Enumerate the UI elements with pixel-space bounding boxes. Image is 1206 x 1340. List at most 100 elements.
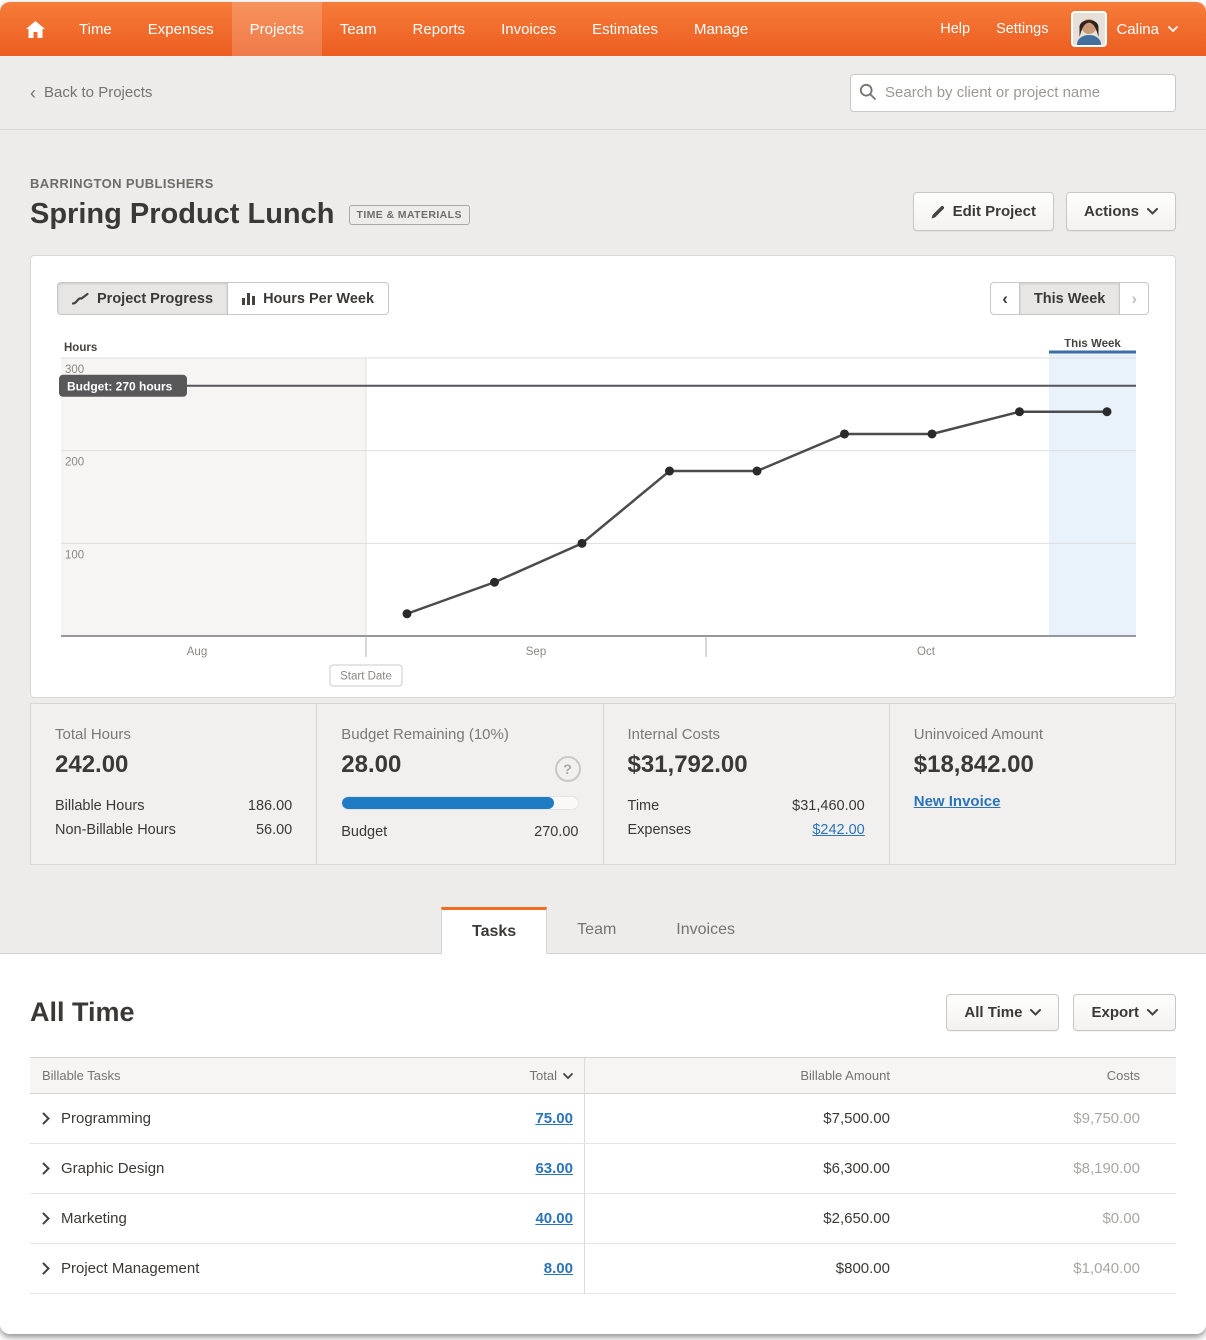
- stats-row: Total Hours 242.00 Billable Hours 186.00…: [30, 703, 1176, 865]
- home-icon: [26, 20, 45, 38]
- nav-item-help[interactable]: Help: [940, 21, 971, 37]
- task-total-link[interactable]: 63.00: [535, 1160, 573, 1177]
- table-row: Programming 75.00 $7,500.00 $9,750.00: [30, 1094, 1176, 1144]
- nav-item-team[interactable]: Team: [339, 20, 377, 38]
- new-invoice-link[interactable]: New Invoice: [913, 793, 1001, 810]
- task-billable-amount: $800.00: [835, 1260, 890, 1277]
- chevron-down-icon: [1168, 26, 1178, 32]
- header-billable-amount: Billable Amount: [800, 1068, 890, 1083]
- period-navigation: ‹ This Week ›: [990, 282, 1149, 315]
- next-week-button[interactable]: ›: [1120, 282, 1149, 315]
- expenses-cost-link[interactable]: $242.00: [812, 822, 865, 838]
- time-cost-value: $31,460.00: [792, 798, 865, 814]
- nav-item-reports[interactable]: Reports: [412, 20, 466, 38]
- nav-item-estimates[interactable]: Estimates: [592, 20, 658, 38]
- tab-invoices[interactable]: Invoices: [676, 920, 735, 938]
- client-name: BARRINGTON PUBLISHERS: [30, 176, 214, 191]
- total-hours-value: 242.00: [55, 751, 129, 778]
- hours-per-week-toggle[interactable]: Hours Per Week: [228, 282, 390, 315]
- expand-row-icon[interactable]: [42, 1262, 50, 1275]
- svg-text:Budget: 270 hours: Budget: 270 hours: [67, 379, 173, 393]
- export-button[interactable]: Export: [1073, 994, 1176, 1031]
- header-total[interactable]: Total: [463, 1068, 573, 1083]
- home-button[interactable]: [0, 2, 61, 56]
- user-menu[interactable]: Calina: [1061, 2, 1206, 56]
- table-row: Project Management 8.00 $800.00 $1,040.0…: [30, 1244, 1176, 1294]
- table-row: Graphic Design 63.00 $6,300.00 $8,190.00: [30, 1144, 1176, 1194]
- search-icon: [859, 83, 876, 100]
- sort-chevron-icon: [563, 1072, 573, 1079]
- project-overview-section: BARRINGTON PUBLISHERS Spring Product Lun…: [0, 130, 1206, 954]
- back-link-label: Back to Projects: [44, 84, 153, 101]
- task-billable-amount: $7,500.00: [823, 1110, 890, 1127]
- column-divider: [573, 1194, 585, 1243]
- task-billable-amount: $2,650.00: [823, 1210, 890, 1227]
- budget-label: Budget: [341, 824, 388, 840]
- pencil-icon: [931, 205, 944, 218]
- svg-text:Sep: Sep: [526, 646, 546, 658]
- nav-item-settings[interactable]: Settings: [996, 21, 1049, 37]
- task-costs: $8,190.00: [1073, 1160, 1140, 1177]
- section-title: All Time: [30, 997, 135, 1027]
- expand-row-icon[interactable]: [42, 1112, 50, 1125]
- bar-chart-icon: [242, 292, 256, 305]
- time-filter-button[interactable]: All Time: [946, 994, 1060, 1031]
- internal-costs-label: Internal Costs: [627, 726, 721, 743]
- chart-toolbar: Project Progress Hours Per Week ‹ This W…: [31, 282, 1175, 315]
- nav-item-manage[interactable]: Manage: [693, 20, 749, 38]
- expand-row-icon[interactable]: [42, 1162, 50, 1175]
- task-total-link[interactable]: 40.00: [535, 1210, 573, 1227]
- time-cost-label: Time: [627, 798, 660, 814]
- expand-row-icon[interactable]: [42, 1212, 50, 1225]
- tab-team[interactable]: Team: [577, 920, 617, 938]
- uninvoiced-label: Uninvoiced Amount: [913, 726, 1043, 743]
- table-row: Marketing 40.00 $2,650.00 $0.00: [30, 1194, 1176, 1244]
- svg-text:Start Date: Start Date: [340, 671, 392, 683]
- svg-text:200: 200: [65, 457, 84, 469]
- uninvoiced-amount-card: Uninvoiced Amount $18,842.00 New Invoice: [888, 704, 1175, 864]
- nav-item-expenses[interactable]: Expenses: [147, 20, 214, 38]
- detail-tabs: Tasks Team Invoices: [0, 906, 1206, 954]
- nav-item-invoices[interactable]: Invoices: [501, 20, 557, 38]
- actions-button[interactable]: Actions: [1065, 192, 1176, 231]
- project-type-badge: TIME & MATERIALS: [348, 204, 470, 225]
- avatar: [1071, 11, 1108, 47]
- task-total-link[interactable]: 75.00: [535, 1110, 573, 1127]
- back-to-projects-link[interactable]: ‹ Back to Projects: [30, 84, 152, 102]
- previous-week-button[interactable]: ‹: [990, 282, 1020, 315]
- svg-text:Aug: Aug: [187, 646, 207, 658]
- task-name: Graphic Design: [61, 1160, 165, 1177]
- chart-area: This Week 300 200 100 Hours Budget: 270 hours…: [37, 339, 1169, 691]
- project-header: BARRINGTON PUBLISHERS Spring Product Lun…: [0, 130, 1206, 231]
- svg-text:Hours: Hours: [64, 342, 97, 354]
- svg-text:100: 100: [65, 549, 84, 561]
- period-label-button[interactable]: This Week: [1019, 282, 1121, 315]
- budget-remaining-card: Budget Remaining (10%) 28.00 ? Budget 27…: [316, 704, 602, 864]
- nav-item-projects[interactable]: Projects: [231, 2, 322, 56]
- nav-spacer: [766, 2, 927, 56]
- task-costs: $0.00: [1102, 1210, 1140, 1227]
- project-progress-toggle[interactable]: Project Progress: [57, 282, 229, 315]
- budget-remaining-label: Budget Remaining (10%): [341, 726, 509, 743]
- svg-text:300: 300: [65, 364, 84, 376]
- tab-tasks[interactable]: Tasks: [440, 907, 548, 954]
- help-icon[interactable]: ?: [554, 756, 581, 782]
- column-divider: [573, 1094, 585, 1143]
- billable-hours-value: 186.00: [247, 798, 293, 814]
- task-total-link[interactable]: 8.00: [543, 1260, 573, 1277]
- expenses-cost-label: Expenses: [627, 822, 692, 838]
- project-progress-chart: This Week 300 200 100 Hours Budget: 270 hours…: [59, 339, 1136, 687]
- header-billable-tasks: Billable Tasks: [42, 1068, 121, 1083]
- nav-item-time[interactable]: Time: [79, 20, 112, 38]
- billable-tasks-table: Billable Tasks Total Billable Amount Cos…: [30, 1057, 1176, 1294]
- tasks-section: All Time All Time Export Billable: [0, 954, 1206, 1334]
- chevron-down-icon: [1030, 1009, 1042, 1016]
- top-navigation: Time Expenses Projects Team Reports Invo…: [0, 2, 1206, 56]
- search-input[interactable]: [850, 73, 1176, 112]
- line-chart-icon: [72, 292, 89, 305]
- chevron-down-icon: [1147, 1009, 1158, 1016]
- nonbillable-hours-value: 56.00: [255, 822, 293, 838]
- chevron-down-icon: [1147, 208, 1158, 215]
- edit-project-button[interactable]: Edit Project: [912, 192, 1054, 231]
